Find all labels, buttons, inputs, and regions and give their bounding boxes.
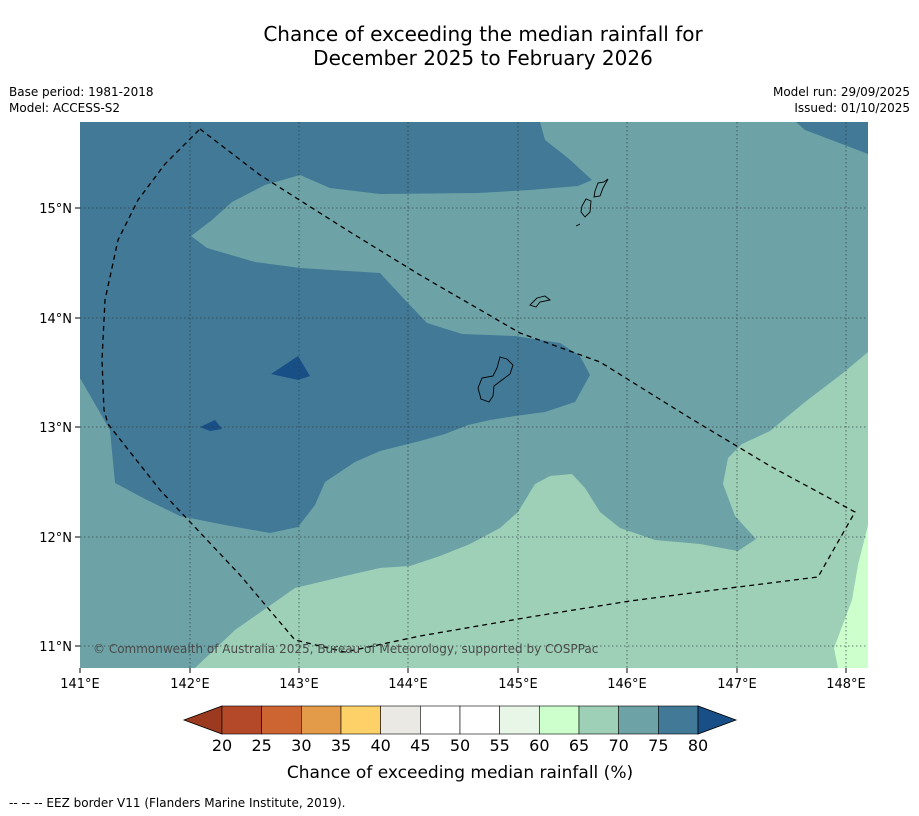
island-saipan bbox=[593, 178, 609, 198]
model-run: Model run: 29/09/2025 bbox=[772, 85, 910, 99]
colorbar-tick-label: 60 bbox=[529, 736, 550, 755]
region-75-80-main bbox=[80, 122, 592, 533]
colorbar-tick-label: 80 bbox=[687, 736, 709, 755]
title-line-1: Chance of exceeding the median rainfall … bbox=[263, 22, 703, 46]
colorbar-tick-label: 70 bbox=[608, 736, 629, 755]
eez-footnote: -- -- -- EEZ border V11 (Flanders Marine… bbox=[9, 796, 346, 810]
colorbar-label: Chance of exceeding median rainfall (%) bbox=[286, 763, 634, 783]
region-75-80-corner bbox=[796, 122, 868, 154]
lon-label: 145°E bbox=[498, 677, 538, 692]
colorbar-band bbox=[539, 705, 580, 735]
region-above-80-a bbox=[271, 356, 310, 380]
lat-label: 13°N bbox=[39, 421, 72, 436]
meta-right: Model run: 29/09/2025 Issued: 01/10/2025 bbox=[773, 84, 910, 116]
eez-border bbox=[101, 128, 856, 653]
issued-date: Issued: 01/10/2025 bbox=[794, 101, 910, 115]
colorbar bbox=[182, 705, 738, 735]
region-above-80-b bbox=[200, 420, 222, 431]
colorbar-tick-label: 25 bbox=[251, 736, 272, 755]
region-60-65 bbox=[834, 525, 868, 668]
colorbar-tick-label: 45 bbox=[410, 736, 431, 755]
region-65-70 bbox=[195, 352, 868, 668]
islands bbox=[477, 178, 609, 403]
colorbar-band bbox=[618, 705, 659, 735]
lon-label: 147°E bbox=[717, 677, 757, 692]
lon-label: 148°E bbox=[826, 677, 866, 692]
lon-label: 142°E bbox=[170, 677, 210, 692]
colorbar-band bbox=[459, 705, 500, 735]
colorbar-band bbox=[261, 705, 302, 735]
chart-title: Chance of exceeding the median rainfall … bbox=[0, 22, 919, 70]
gridlines bbox=[80, 122, 868, 668]
colorbar-band bbox=[420, 705, 461, 735]
meta-left: Base period: 1981-2018 Model: ACCESS-S2 bbox=[9, 84, 154, 116]
map-area: © Commonwealth of Australia 2025, Bureau… bbox=[80, 122, 868, 668]
colorbar-tick-label: 75 bbox=[648, 736, 669, 755]
axis-labels: 141°E 142°E 143°E 144°E 145°E 146°E 147°E 148°E… bbox=[39, 202, 866, 692]
lon-label: 146°E bbox=[607, 677, 647, 692]
colorbar-tick-label: 40 bbox=[370, 736, 391, 755]
copyright-notice: © Commonwealth of Australia 2025, Bureau… bbox=[93, 642, 598, 656]
colorbar-tick-label: 35 bbox=[330, 736, 352, 755]
island-aguijan bbox=[575, 223, 581, 227]
lat-label: 11°N bbox=[39, 640, 72, 655]
island-rota bbox=[529, 295, 552, 308]
lat-label: 12°N bbox=[39, 531, 72, 546]
lat-label: 14°N bbox=[39, 312, 72, 327]
colorbar-tick-label: 65 bbox=[568, 736, 590, 755]
island-guam bbox=[477, 356, 514, 403]
lat-label: 15°N bbox=[39, 202, 72, 217]
colorbar-extend-low bbox=[182, 705, 223, 735]
colorbar-band bbox=[578, 705, 619, 735]
model-name: Model: ACCESS-S2 bbox=[9, 101, 121, 115]
lon-label: 143°E bbox=[279, 677, 319, 692]
lon-label: 144°E bbox=[388, 677, 428, 692]
axis-ticks bbox=[75, 207, 847, 673]
colorbar-band bbox=[221, 705, 262, 735]
base-period: Base period: 1981-2018 bbox=[9, 85, 154, 99]
colorbar-band bbox=[380, 705, 421, 735]
title-line-2: December 2025 to February 2026 bbox=[313, 46, 653, 70]
colorbar-tick-label: 55 bbox=[489, 736, 510, 755]
colorbar-tick-label: 50 bbox=[449, 736, 471, 755]
lon-label: 141°E bbox=[60, 677, 100, 692]
colorbar-band bbox=[499, 705, 540, 735]
colorbar-extend-high bbox=[697, 705, 738, 735]
colorbar-tick-label: 20 bbox=[211, 736, 233, 755]
colorbar-band bbox=[658, 705, 699, 735]
colorbar-band bbox=[301, 705, 342, 735]
colorbar-band bbox=[340, 705, 381, 735]
colorbar-tick-label: 30 bbox=[291, 736, 312, 755]
island-tinian bbox=[580, 198, 592, 218]
